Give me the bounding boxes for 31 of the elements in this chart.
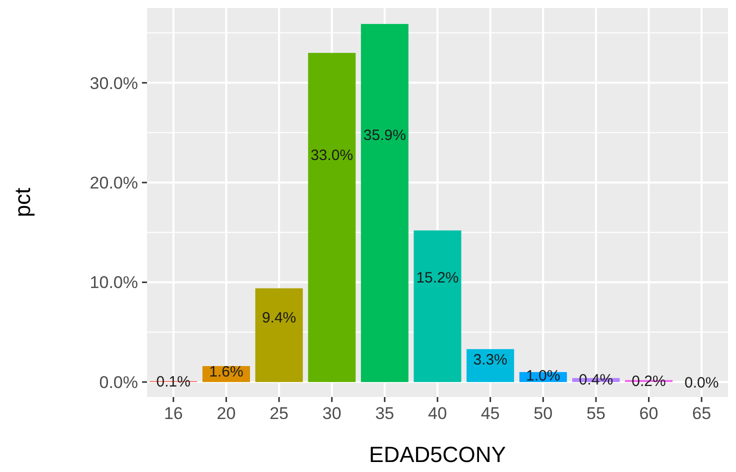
data-label: 1.0%: [526, 367, 560, 384]
data-label: 15.2%: [416, 270, 459, 287]
data-label: 0.4%: [578, 372, 614, 389]
x-tick-label: 16: [164, 404, 183, 423]
bar: [308, 52, 356, 382]
x-tick-label: 30: [322, 404, 342, 423]
data-label: 9.4%: [262, 310, 296, 327]
bar: [466, 349, 514, 382]
y-axis-title: pct: [10, 188, 35, 218]
data-label: 3.3%: [473, 352, 508, 369]
bar: [360, 24, 408, 382]
y-tick-label: 20.0%: [90, 174, 138, 192]
data-label: 1.6%: [209, 363, 244, 380]
x-tick-label: 50: [534, 404, 553, 423]
x-tick-label: 65: [692, 404, 712, 423]
x-tick-label: 25: [270, 404, 289, 423]
y-tick-label: 10.0%: [90, 273, 138, 292]
x-tick-label: 45: [480, 404, 500, 423]
data-label: 35.9%: [363, 127, 406, 144]
x-tick-label: 60: [639, 404, 658, 423]
y-tick-label: 30.0%: [90, 74, 138, 93]
x-tick-label: 20: [216, 404, 236, 423]
bar: [414, 230, 462, 382]
x-axis-title: EDAD5CONY: [369, 442, 506, 467]
x-tick-label: 55: [586, 404, 606, 423]
x-tick-label: 35: [375, 404, 394, 423]
y-tick-label: 0.0%: [99, 372, 138, 392]
data-label: 33.0%: [310, 147, 354, 164]
bar: [255, 288, 303, 382]
data-label: 0.0%: [684, 374, 719, 392]
x-tick-label: 40: [428, 404, 447, 423]
